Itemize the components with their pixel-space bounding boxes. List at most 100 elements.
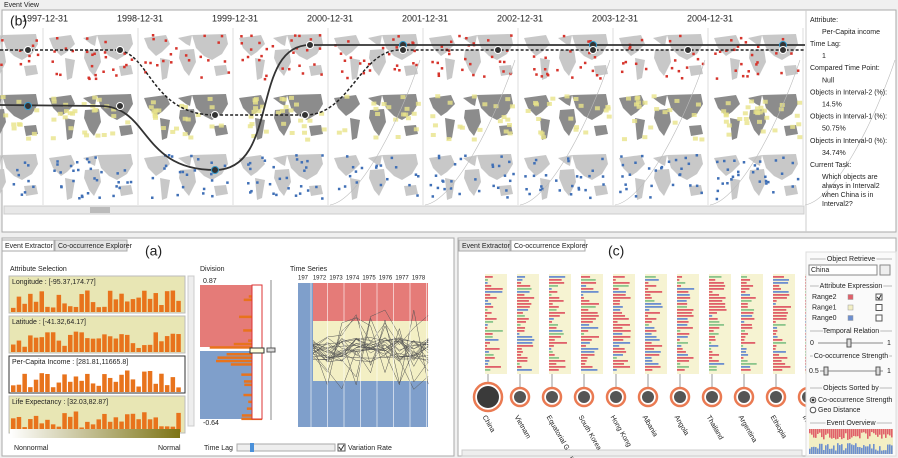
attribute-label[interactable]: Latitude : [-41.32,64.17]: [12, 319, 86, 326]
cooc-bar: [709, 354, 720, 356]
tab-label[interactable]: Co-occurrence Explorer: [58, 243, 133, 250]
cooc-bar: [613, 312, 623, 314]
object-dot: [272, 192, 275, 195]
overview-bar: [811, 429, 813, 435]
slider-handle[interactable]: [846, 338, 852, 348]
object-dot: [210, 172, 213, 176]
division-handle[interactable]: [249, 347, 265, 354]
retrieve-button[interactable]: [879, 264, 891, 276]
tab-label[interactable]: Event Extractor: [462, 243, 511, 250]
object-dot: [35, 39, 38, 42]
dropdown[interactable]: [808, 264, 878, 276]
overview-bar: [837, 443, 839, 454]
object-dot: [732, 48, 736, 52]
region: [723, 113, 729, 118]
event-node: [116, 102, 124, 110]
checkbox[interactable]: [875, 293, 883, 301]
v-scrollbar[interactable]: [187, 275, 195, 427]
cooc-bar: [741, 369, 751, 371]
checkbox[interactable]: [875, 304, 883, 311]
region: [95, 133, 101, 138]
slider-handle[interactable]: [875, 366, 881, 376]
region: [403, 112, 409, 117]
object-dot: [318, 47, 322, 50]
tab[interactable]: [458, 239, 511, 252]
object-dot: [340, 70, 344, 73]
land: [619, 154, 703, 200]
hist-bar: [102, 334, 107, 352]
object-dot: [379, 183, 383, 187]
tab-label[interactable]: Event Extractor: [5, 243, 54, 250]
land: [239, 154, 323, 200]
radio-label[interactable]: Geo Distance: [818, 407, 861, 414]
cooc-bar: [741, 354, 749, 356]
cooc-bar: [485, 336, 493, 338]
object-dot: [374, 166, 378, 169]
object-core: [514, 391, 526, 403]
tab-label[interactable]: Co-occurrence Explorer: [514, 243, 589, 250]
region: [797, 100, 803, 105]
region: [34, 108, 40, 113]
cooc-bar: [549, 333, 564, 335]
cooc-bar: [773, 318, 787, 320]
cooc-bar: [581, 291, 599, 293]
attribute-label[interactable]: Per-Capita Income : [281.81,11665.8]: [12, 359, 128, 366]
checkbox[interactable]: [875, 314, 883, 322]
dropdown-value[interactable]: China: [811, 267, 829, 274]
cooc-bar: [677, 300, 687, 302]
scroll-thumb[interactable]: [90, 207, 110, 213]
region: [674, 98, 680, 103]
slider-handle[interactable]: [266, 347, 276, 353]
object-dot: [417, 175, 420, 178]
hist-bar: [90, 338, 96, 352]
date-label: 2001-12-31: [402, 13, 448, 23]
object-dot: [431, 195, 435, 198]
radio[interactable]: [809, 406, 817, 414]
hist-bar: [68, 416, 73, 432]
hist-bar: [125, 370, 130, 392]
lag-slider[interactable]: [236, 443, 336, 452]
object-dot: [156, 63, 159, 67]
hist-bar: [159, 373, 164, 392]
attribute-label[interactable]: Life Expectancy : [32.03,82.87]: [12, 399, 108, 406]
hist-bar: [28, 293, 33, 312]
lag-handle[interactable]: [250, 443, 254, 452]
hist-bar: [68, 306, 73, 312]
region: [62, 115, 68, 120]
checkbox[interactable]: [337, 443, 346, 452]
overview-bar: [853, 429, 855, 437]
radio-label[interactable]: Co-occurrence Strength: [818, 397, 892, 404]
object-dot: [306, 159, 309, 163]
cooc-bar: [581, 318, 596, 320]
object-dot: [295, 154, 298, 157]
attribute-label[interactable]: Longitude : [-95.37,174.77]: [12, 279, 96, 286]
event-line-dashed: [0, 49, 805, 116]
h-scrollbar[interactable]: [461, 449, 803, 457]
object-dot: [151, 196, 154, 200]
tab[interactable]: [1, 239, 55, 252]
object-dot: [571, 76, 574, 79]
object-dot: [541, 187, 544, 191]
cooc-bar: [677, 342, 688, 344]
cooc-bar: [773, 354, 780, 356]
region: [96, 97, 102, 102]
region: [477, 127, 483, 132]
hist-bar: [39, 423, 44, 432]
tab[interactable]: [510, 239, 586, 252]
overview-bar: [841, 444, 843, 454]
h-scrollbar[interactable]: [3, 205, 805, 215]
ts-line: [312, 345, 429, 359]
region: [501, 115, 507, 120]
cooc-bar: [613, 315, 626, 317]
object-dot: [589, 39, 592, 43]
range-label: Range2: [812, 294, 837, 301]
tab[interactable]: [54, 239, 128, 252]
cooc-bar: [741, 333, 748, 335]
slider-handle[interactable]: [823, 366, 829, 376]
object-dot: [250, 189, 253, 193]
region: [648, 125, 654, 130]
cooc-bar: [677, 363, 681, 365]
region: [482, 102, 488, 107]
cooc-bar: [581, 327, 599, 329]
object-dot: [203, 34, 206, 38]
